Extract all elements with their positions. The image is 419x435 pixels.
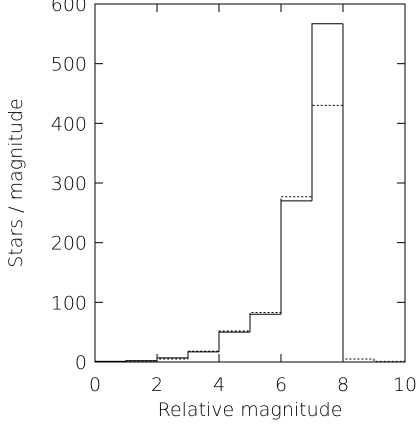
y-tick-label: 400 [51, 113, 87, 135]
x-tick-label: 4 [213, 374, 225, 396]
y-tick-label: 200 [51, 233, 87, 255]
x-axis-label: Relative magnitude [158, 399, 343, 421]
x-tick-label: 6 [275, 374, 287, 396]
x-tick-label: 8 [337, 374, 349, 396]
histogram-step [373, 359, 406, 362]
histogram-step [280, 200, 312, 315]
y-tick-label: 600 [51, 0, 87, 16]
histogram-step [311, 104, 343, 197]
histogram-step [249, 311, 281, 331]
y-tick-label: 100 [51, 292, 87, 314]
x-tick-label: 10 [393, 374, 417, 396]
x-tick-label: 0 [89, 374, 101, 396]
histogram-step [94, 360, 126, 362]
histogram-step [125, 360, 157, 362]
histogram-step [249, 313, 281, 333]
histogram-step [342, 105, 374, 360]
histogram-step [187, 350, 219, 360]
histogram-step [311, 23, 343, 201]
histogram-step [342, 23, 374, 363]
y-tick-label: 300 [51, 173, 87, 195]
y-tick-label: 0 [75, 352, 87, 374]
histogram-step [156, 358, 188, 361]
histogram-step [218, 331, 250, 352]
y-tick-label: 500 [51, 54, 87, 76]
histogram-step [187, 351, 219, 358]
histogram-step [218, 330, 250, 352]
plot-frame [94, 3, 406, 363]
histogram-step [280, 196, 312, 313]
y-axis-label: Stars / magnitude [5, 98, 27, 267]
x-tick-label: 2 [151, 374, 163, 396]
